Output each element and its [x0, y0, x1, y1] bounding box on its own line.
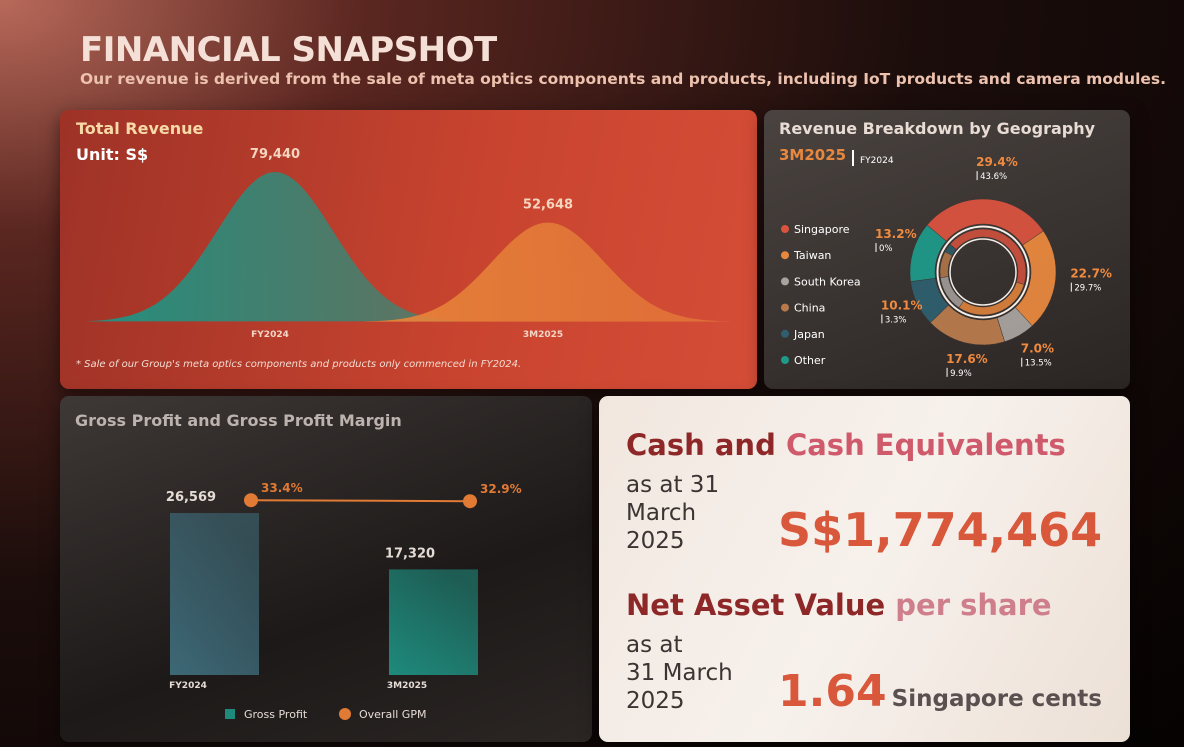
legend-label: China: [794, 302, 825, 315]
value-label: 26,569: [166, 490, 216, 505]
line-point: [463, 494, 477, 509]
legend-swatch: [781, 277, 789, 286]
legend-swatch: [225, 709, 235, 719]
date-line: as at: [626, 632, 683, 658]
value-label: 0%: [879, 244, 893, 254]
value-label: 29.7%: [1074, 284, 1101, 294]
value-label: 32.9%: [480, 482, 522, 496]
value-label: 9.9%: [950, 369, 972, 379]
value-label: 79,440: [250, 147, 300, 162]
x-tick-label: 3M2025: [523, 330, 563, 340]
revenue-curve: [83, 172, 467, 322]
ring-divider: [949, 238, 1017, 306]
value-label: 33.4%: [261, 481, 303, 495]
footnote: * Sale of our Group's meta optics compon…: [76, 359, 521, 370]
legend-swatch: [781, 251, 789, 260]
chart-title: Gross Profit and Gross Profit Margin: [75, 411, 402, 430]
donut-segment: [949, 228, 1027, 285]
legend-label: Taiwan: [793, 249, 831, 262]
period-label: FY2024: [860, 156, 894, 166]
date-line: March: [626, 500, 697, 526]
date-line: as at 31: [626, 472, 720, 498]
value-label: 13.5%: [1025, 359, 1052, 369]
nav-date: as at 31 March 2025: [626, 631, 733, 715]
cash-date: as at 31 March 2025: [626, 471, 719, 555]
legend-swatch: [781, 329, 789, 338]
donut-segment: [909, 224, 947, 282]
period-label: 3M2025: [779, 146, 846, 164]
line-point: [244, 493, 258, 508]
legend-swatch: [781, 303, 789, 312]
chart-title: Revenue Breakdown by Geography: [779, 119, 1096, 138]
legend-swatch: [339, 708, 351, 720]
gross-profit-panel: [60, 396, 592, 742]
x-tick-label: FY2024: [251, 330, 289, 340]
legend-label: Gross Profit: [244, 708, 308, 721]
heading-part: Cash Equivalents: [785, 428, 1066, 462]
page-title: FINANCIAL SNAPSHOT: [80, 30, 497, 70]
legend-label: South Korea: [794, 275, 861, 288]
chart-subtitle: Unit: S$: [76, 145, 148, 164]
value-label: 13.2%: [875, 227, 917, 241]
legend-label: Japan: [793, 328, 825, 341]
date-line: 31 March: [626, 660, 733, 686]
cash-panel: [599, 396, 1130, 742]
legend-swatch: [781, 225, 789, 233]
bar: [170, 513, 259, 675]
legend-swatch: [781, 356, 789, 364]
value-label: 17.6%: [946, 352, 988, 366]
cash-heading: Cash and Cash Equivalents: [626, 428, 1066, 462]
nav-value-row: 1.64 Singapore cents: [778, 666, 1102, 717]
donut-segment: [949, 244, 957, 250]
legend-label: Overall GPM: [359, 708, 426, 721]
date-line: 2025: [626, 528, 685, 554]
value-label: 7.0%: [1021, 342, 1054, 356]
revenue-panel: [60, 110, 757, 389]
x-tick-label: 3M2025: [387, 681, 427, 691]
value-label: 3.3%: [885, 315, 907, 325]
nav-value: 1.64: [778, 666, 887, 717]
nav-unit: Singapore cents: [891, 686, 1102, 712]
heading-part: Cash and: [626, 428, 776, 462]
revenue-curve: [363, 222, 733, 322]
ring-divider: [936, 225, 1030, 319]
heading-part: per share: [895, 588, 1052, 622]
value-label: 17,320: [385, 546, 435, 561]
date-line: 2025: [626, 688, 685, 714]
cash-value: S$1,774,464: [778, 503, 1103, 557]
value-label: 29.4%: [976, 155, 1018, 169]
line: [250, 499, 471, 503]
legend-label: Other: [794, 354, 826, 367]
chart-title: Total Revenue: [76, 119, 204, 138]
nav-heading: Net Asset Value per share: [626, 588, 1052, 622]
bar: [389, 569, 478, 675]
legend-label: Singapore: [794, 223, 850, 236]
value-label: 43.6%: [980, 172, 1007, 182]
x-tick-label: FY2024: [169, 681, 207, 691]
value-label: 52,648: [523, 198, 573, 213]
heading-part: Net Asset Value: [626, 588, 886, 622]
page-subtitle: Our revenue is derived from the sale of …: [80, 70, 1167, 88]
donut-segment: [926, 198, 1044, 246]
value-label: 22.7%: [1070, 267, 1112, 281]
value-label: 10.1%: [881, 298, 923, 312]
